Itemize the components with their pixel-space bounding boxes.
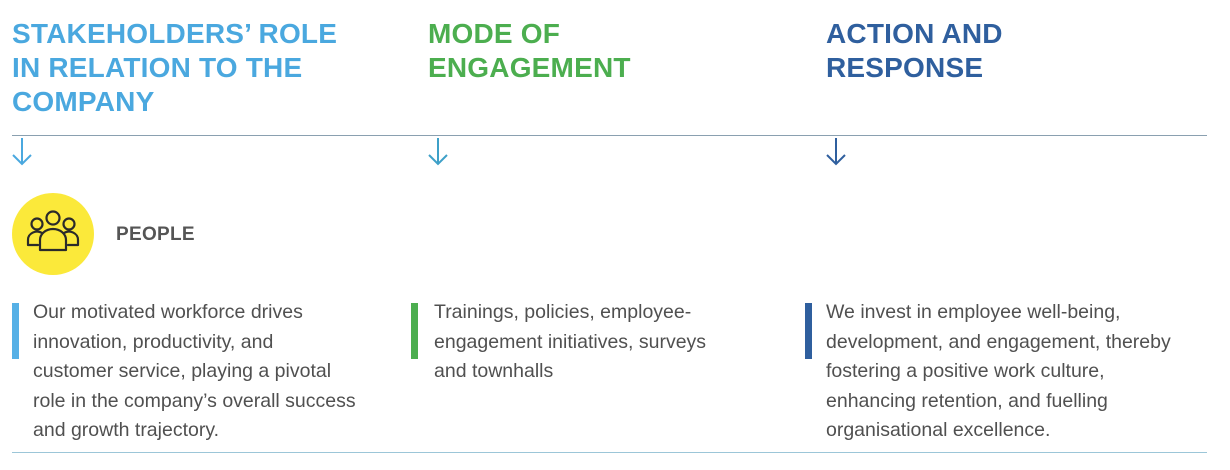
role-accent-bar bbox=[12, 303, 19, 359]
people-badge bbox=[12, 193, 94, 275]
arrow-down-icon bbox=[428, 138, 448, 166]
mode-accent-bar bbox=[411, 303, 418, 359]
heading-stakeholders-role: STAKEHOLDERS’ ROLE IN RELATION TO THE CO… bbox=[12, 18, 338, 117]
mode-description: Trainings, policies, employee- engagemen… bbox=[434, 301, 707, 382]
heading-action-and-response: ACTION AND RESPONSE bbox=[826, 18, 1003, 83]
role-description: Our motivated workforce drives innovatio… bbox=[33, 301, 356, 441]
arrow-down-icon bbox=[12, 138, 32, 166]
people-group-icon bbox=[26, 210, 80, 252]
heading-mode-of-engagement: MODE OF ENGAGEMENT bbox=[428, 18, 631, 83]
action-description: We invest in employee well-being, develo… bbox=[826, 301, 1171, 441]
action-accent-bar bbox=[805, 303, 812, 359]
header-divider bbox=[12, 135, 1207, 136]
arrow-down-icon bbox=[826, 138, 846, 166]
footer-divider bbox=[12, 452, 1207, 453]
stakeholder-label: PEOPLE bbox=[116, 224, 195, 245]
